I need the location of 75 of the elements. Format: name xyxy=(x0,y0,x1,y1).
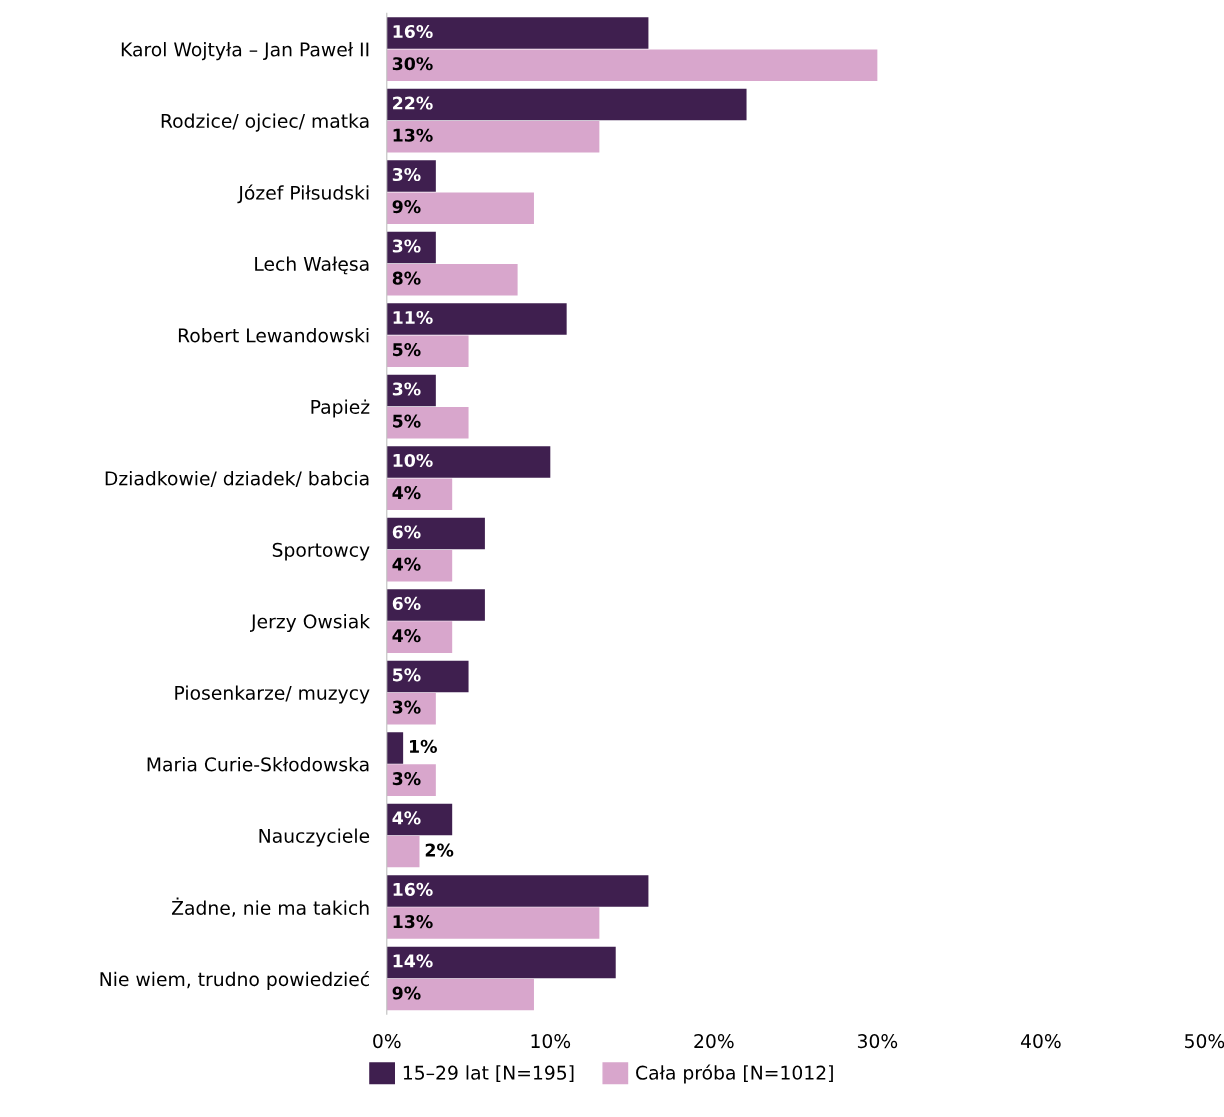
bar xyxy=(386,764,436,796)
data-label: 11% xyxy=(393,310,433,325)
data-label: 3% xyxy=(392,239,421,253)
y-tick-label: Piosenkarze/ muzycy xyxy=(175,685,370,704)
data-label: 5% xyxy=(393,414,421,428)
data-label: 3% xyxy=(392,700,421,714)
data-label: 8% xyxy=(392,271,421,285)
bar xyxy=(386,549,453,582)
bar xyxy=(386,621,453,653)
bar xyxy=(386,732,404,764)
bar xyxy=(386,589,485,621)
y-tick-label: Dziadkowie/ dziadek/ babcia xyxy=(105,470,369,487)
data-label: 13% xyxy=(393,914,433,929)
bar xyxy=(386,303,567,335)
bar xyxy=(386,335,469,367)
data-label: 3% xyxy=(392,772,421,786)
bar xyxy=(386,517,485,550)
y-tick-label: Karol Wojtyła – Jan Paweł II xyxy=(121,42,369,61)
data-label: 9% xyxy=(392,200,421,214)
data-label: 6% xyxy=(392,596,421,610)
data-label: 5% xyxy=(393,343,421,357)
data-label: 3% xyxy=(392,167,421,182)
data-label: 6% xyxy=(392,525,421,539)
bar xyxy=(386,446,551,478)
bar xyxy=(386,17,649,49)
data-label: 1% xyxy=(410,739,437,753)
y-tick-label: Papież xyxy=(311,399,370,418)
data-label: 5% xyxy=(393,668,421,682)
bar xyxy=(386,875,649,907)
y-tick-label: Nauczyciele xyxy=(259,828,370,847)
bar xyxy=(386,263,518,296)
x-tick-label: 10% xyxy=(531,1034,571,1049)
y-tick-label: Robert Lewandowski xyxy=(178,327,369,343)
bar xyxy=(386,160,436,192)
data-label: 4% xyxy=(392,629,421,643)
bar xyxy=(386,88,747,121)
y-tick-label: Lech Wałęsa xyxy=(255,256,369,275)
bar xyxy=(386,907,600,939)
y-tick-label: Józef Piłsudski xyxy=(237,184,369,204)
x-tick-label: 50% xyxy=(1185,1034,1224,1049)
data-label: 4% xyxy=(392,557,421,571)
data-label: 2% xyxy=(425,843,454,857)
data-label: 10% xyxy=(393,453,433,468)
data-label: 4% xyxy=(392,486,421,500)
bar xyxy=(386,946,616,979)
data-label: 30% xyxy=(392,57,433,71)
data-label: 3% xyxy=(392,382,421,396)
legend-label: Cała próba [N=1012] xyxy=(636,1064,833,1084)
data-label: 16% xyxy=(393,882,433,896)
y-tick-label: Maria Curie-Skłodowska xyxy=(147,756,369,772)
bar xyxy=(386,978,534,1011)
bar xyxy=(386,192,534,224)
data-label: 13% xyxy=(393,128,433,142)
data-label: 9% xyxy=(392,986,421,1000)
y-tick-label: Rodzice/ ojciec/ matka xyxy=(161,113,369,132)
bar xyxy=(386,120,600,153)
data-label: 14% xyxy=(393,954,433,968)
bar xyxy=(386,49,878,81)
x-tick-label: 0% xyxy=(373,1034,401,1049)
bar xyxy=(386,835,420,868)
bar xyxy=(386,660,469,693)
data-label: 22% xyxy=(393,96,433,110)
data-label: 16% xyxy=(393,24,433,39)
bar xyxy=(386,406,469,439)
x-tick-label: 20% xyxy=(694,1034,734,1049)
legend-label: 15–29 lat [N=195] xyxy=(403,1065,574,1082)
y-tick-label: Jerzy Owsiak xyxy=(250,613,371,633)
x-tick-label: 30% xyxy=(857,1034,898,1049)
x-tick-label: 40% xyxy=(1020,1034,1061,1049)
y-tick-label: Nie wiem, trudno powiedzieć xyxy=(100,970,369,990)
y-tick-label: Sportowcy xyxy=(272,542,370,561)
y-tick-label: Żadne, nie ma takich xyxy=(171,897,369,917)
bar xyxy=(386,478,453,510)
bar xyxy=(386,803,453,836)
data-label: 4% xyxy=(392,811,421,825)
